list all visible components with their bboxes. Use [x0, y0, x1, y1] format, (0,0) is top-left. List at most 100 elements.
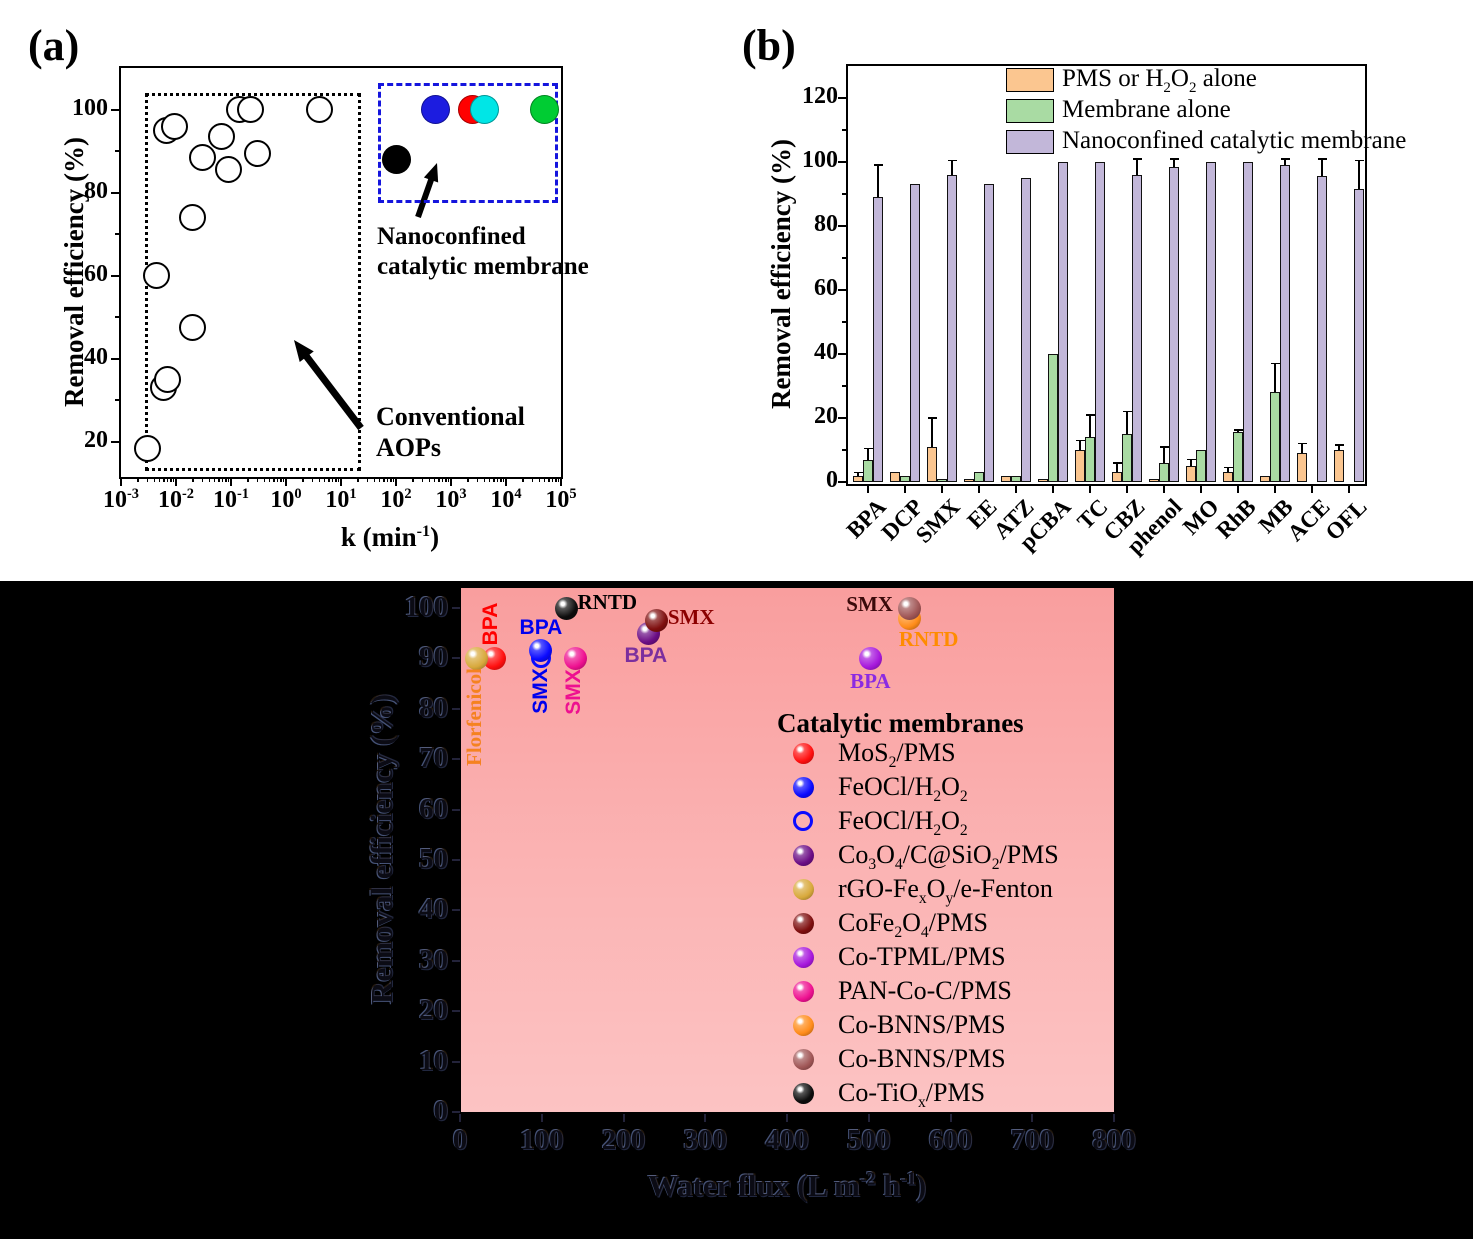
panel-c-y-tick-label: 70	[419, 742, 448, 775]
legend-marker-sphere	[792, 1048, 814, 1070]
error-bar-stem	[1338, 445, 1340, 450]
error-bar-cap	[1075, 439, 1085, 442]
panel-a-x-minor-tick	[201, 477, 204, 482]
panel-a-x-minor-tick	[543, 477, 546, 482]
panel-b-y-minor-tick	[842, 385, 847, 387]
bar	[873, 197, 883, 482]
panel-a-x-minor-tick	[247, 477, 249, 482]
legend-label: MoS2/PMS	[838, 738, 956, 772]
point-label-BPA: BPA	[624, 644, 668, 668]
error-bar-cap	[1132, 158, 1142, 160]
error-bar-stem	[1079, 440, 1081, 450]
panel-b-y-minor-tick	[842, 449, 847, 451]
error-bar-stem	[1284, 158, 1286, 166]
panel-a-x-minor-tick	[392, 477, 395, 482]
error-bar-stem	[867, 448, 869, 460]
panel-a-x-minor-tick	[208, 477, 211, 482]
panel-a-x-minor-tick	[548, 477, 550, 482]
panel-a-y-major-tick	[111, 357, 120, 360]
panel-c-y-tick	[452, 808, 460, 811]
error-bar-stem	[951, 160, 953, 175]
panel-c-x-tick	[1031, 1114, 1034, 1122]
bar	[1112, 472, 1122, 482]
panel-c-x-axis-title: Water flux (L m-2 h-1)	[647, 1168, 927, 1203]
panel-a-x-minor-tick	[163, 477, 165, 482]
panel-a-x-minor-tick	[273, 477, 275, 482]
panel-b-x-tick	[1311, 484, 1313, 493]
panel-a-x-minor-tick	[383, 477, 385, 482]
panel-a-x-minor-tick	[412, 477, 414, 482]
legend-label: Co-BNNS/PMS	[838, 1044, 1006, 1073]
data-point-sphere-RNTD	[554, 596, 578, 620]
panel-b-x-tick	[1126, 484, 1128, 493]
panel-c-y-tick-label: 30	[419, 943, 448, 976]
panel-a-y-tick-label: 40	[84, 343, 108, 370]
legend-swatch	[1006, 99, 1054, 123]
panel-a-x-minor-tick	[366, 477, 369, 482]
panel-a-x-minor-tick	[447, 477, 450, 482]
legend-label: Co3O4/C@SiO2/PMS	[838, 840, 1059, 874]
panel-a-x-minor-tick	[213, 477, 216, 482]
panel-b-y-major-tick	[838, 97, 847, 99]
bar	[1011, 475, 1021, 482]
bar	[927, 446, 937, 482]
data-point-sphere-BPA	[858, 646, 882, 670]
panel-b-x-tick	[1163, 484, 1165, 493]
panel-a-x-major-tick	[120, 477, 122, 486]
error-bar-cap	[1122, 410, 1132, 413]
panel-a-x-minor-tick	[421, 477, 424, 482]
error-bar-cap	[873, 164, 883, 166]
panel-c-x-tick-label: 500	[847, 1124, 891, 1156]
point-label-RNTD: RNTD	[577, 590, 638, 614]
panel-a-x-tick-label: 101	[325, 486, 357, 513]
panel-a-x-tick-label: 100	[270, 486, 302, 513]
panel-a-x-minor-tick	[522, 477, 524, 482]
panel-a-y-tick-label: 20	[84, 426, 108, 453]
error-bar-cap	[1317, 158, 1327, 160]
panel-c-legend-title: Catalytic membranes	[777, 708, 1024, 738]
panel-a-x-minor-tick	[390, 477, 392, 482]
point-label-Florfenicol: Florfenicol	[462, 668, 487, 767]
panel-a-x-tick-label: 10-2	[158, 486, 194, 513]
bar	[1122, 434, 1132, 482]
panel-a-x-minor-tick	[268, 477, 271, 482]
bar	[1260, 475, 1270, 482]
panel-a-x-minor-tick	[328, 477, 330, 482]
panel-a-x-minor-tick	[500, 477, 502, 482]
panel-a-x-minor-tick	[557, 477, 560, 482]
panel-c-y-tick-label: 80	[419, 691, 448, 724]
error-bar-stem	[1301, 443, 1303, 454]
point-label-SMX: SMX	[667, 605, 715, 630]
error-bar-cap	[1159, 446, 1169, 448]
panel-a-y-tick-label: 100	[72, 94, 108, 121]
legend-label: Co-TiOx/PMS	[838, 1078, 986, 1112]
data-point-sphere-SMX	[644, 608, 668, 632]
panel-c-x-tick	[704, 1114, 707, 1122]
legend-label: rGO-FexOy/e-Fenton	[838, 874, 1053, 908]
panel-b-x-tick	[904, 484, 906, 493]
panel-a-x-minor-tick	[221, 477, 224, 482]
error-bar-stem	[1126, 411, 1128, 434]
error-bar-cap	[1354, 159, 1364, 162]
panel-a-x-minor-tick	[158, 477, 161, 482]
panel-a-y-major-tick	[111, 274, 120, 277]
legend-label: CoFe2O4/PMS	[838, 908, 988, 942]
panel-a-x-minor-tick	[483, 477, 486, 482]
panel-a-x-minor-tick	[153, 477, 156, 482]
legend-marker-sphere	[792, 776, 814, 798]
annotation-conventional: Conventional AOPs	[376, 401, 525, 463]
bar	[1169, 166, 1179, 482]
panel-a-y-minor-tick	[115, 150, 120, 152]
panel-c-x-tick-label: 0	[452, 1124, 468, 1156]
panel-c-y-tick-label: 0	[433, 1095, 449, 1127]
legend-label: PMS or H2O2 alone	[1062, 65, 1257, 96]
bar	[1186, 466, 1196, 482]
panel-b-y-major-tick	[838, 481, 847, 483]
data-point-conventional	[133, 434, 161, 462]
panel-a-x-major-tick	[175, 477, 177, 486]
panel-a-x-minor-tick	[192, 477, 194, 482]
panel-a-x-minor-tick	[302, 477, 304, 482]
panel-a-x-major-tick	[560, 477, 562, 486]
error-bar-cap	[853, 471, 863, 474]
panel-a-x-tick-label: 103	[435, 486, 467, 513]
